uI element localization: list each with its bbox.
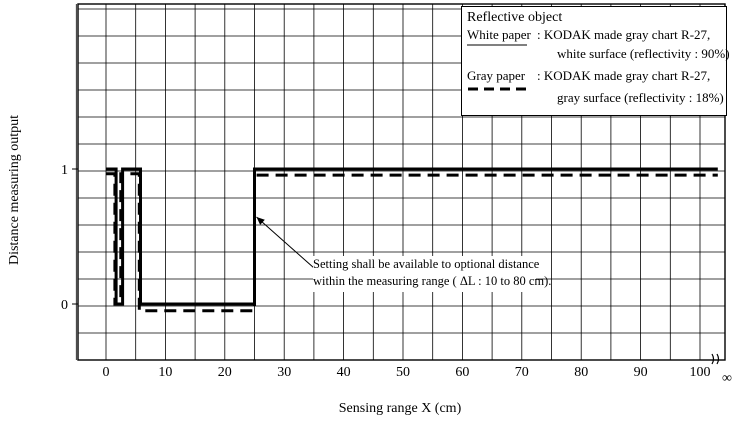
x-tick-label-infinity: ∞ bbox=[722, 371, 732, 386]
legend: Reflective object White paper : KODAK ma… bbox=[461, 6, 730, 116]
legend-white-label: White paper bbox=[467, 27, 531, 42]
x-tick-label: 30 bbox=[277, 365, 291, 380]
legend-white-desc-2: white surface (reflectivity : 90%) bbox=[557, 46, 730, 61]
y-tick-label: 0 bbox=[61, 298, 68, 313]
annotation-box: Setting shall be available to optional d… bbox=[313, 256, 552, 292]
x-tick-label: 100 bbox=[690, 365, 711, 380]
x-tick-label: 40 bbox=[337, 365, 351, 380]
axis-break-icon bbox=[711, 353, 720, 365]
plot-frame bbox=[77, 3, 726, 361]
x-tick-label: 90 bbox=[634, 365, 648, 380]
legend-gray-label: Gray paper bbox=[467, 68, 526, 83]
series-gray-paper bbox=[106, 172, 718, 313]
annotation-line-2: within the measuring range ( ΔL : 10 to … bbox=[313, 274, 552, 288]
annotation-arrow-line bbox=[256, 216, 315, 269]
x-tick-label: 70 bbox=[515, 365, 529, 380]
legend-gray-desc-1: : KODAK made gray chart R-27, bbox=[537, 68, 711, 83]
legend-swatches bbox=[467, 44, 528, 91]
tick-labels: 0 10 20 30 40 50 60 70 80 90 100 ∞ 0 1 bbox=[61, 163, 732, 386]
x-tick-label: 0 bbox=[103, 365, 110, 380]
annotation-arrow bbox=[256, 216, 315, 269]
series-white-paper bbox=[106, 167, 718, 306]
y-axis-title: Distance measuring output bbox=[7, 115, 22, 265]
x-axis-title: Sensing range X (cm) bbox=[339, 401, 462, 416]
y-tick-label: 1 bbox=[61, 163, 68, 178]
annotation-arrow-head bbox=[256, 217, 265, 225]
x-tick-label: 50 bbox=[396, 365, 410, 380]
x-tick-label: 10 bbox=[158, 365, 172, 380]
x-tick-label: 20 bbox=[218, 365, 232, 380]
legend-title: Reflective object bbox=[467, 10, 563, 25]
annotation-line-1: Setting shall be available to optional d… bbox=[313, 257, 540, 271]
axes bbox=[72, 3, 726, 365]
x-tick-label: 60 bbox=[455, 365, 469, 380]
x-tick-label: 80 bbox=[574, 365, 588, 380]
legend-gray-desc-2: gray surface (reflectivity : 18%) bbox=[557, 90, 724, 105]
series-layer bbox=[106, 167, 718, 313]
legend-white-desc-1: : KODAK made gray chart R-27, bbox=[537, 27, 711, 42]
